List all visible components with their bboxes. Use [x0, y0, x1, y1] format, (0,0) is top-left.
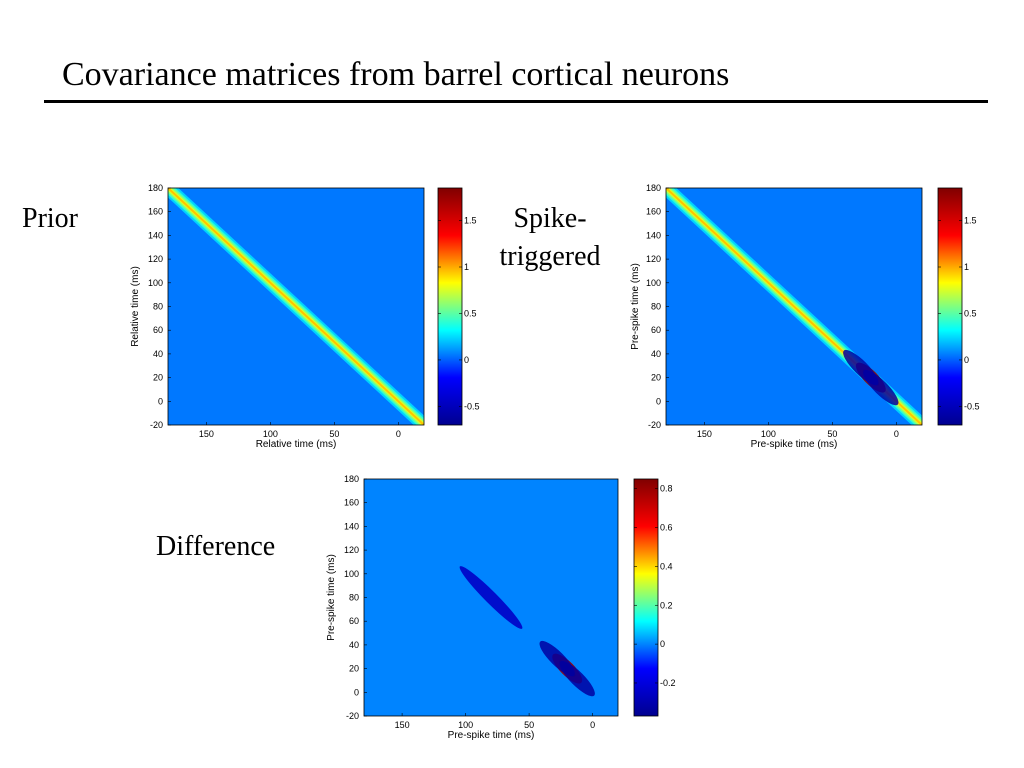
- side-dip-lobe: [843, 349, 879, 386]
- colorbar-tick-label: 0.5: [964, 308, 977, 318]
- y-tick-label: 0: [656, 396, 661, 406]
- colorbar-tick-label: 1.5: [464, 216, 477, 226]
- y-tick-label: 180: [344, 474, 359, 484]
- colorbar: 1.5 1 0.5 0 -0.5: [437, 187, 480, 426]
- y-tick-label: 20: [651, 373, 661, 383]
- y-tick-label: 40: [651, 349, 661, 359]
- colorbar-gradient: [937, 187, 963, 426]
- label-difference: Difference: [156, 531, 276, 562]
- diagonal-band: [168, 188, 424, 425]
- x-tick-label: 50: [827, 429, 837, 439]
- heatmap-spike-triggered: 180 160 140 120 100 80 60 40 20 0 -20 150 100 50 0 Pre-…: [630, 183, 980, 450]
- y-tick-label: -20: [150, 420, 163, 430]
- x-axis-label: Pre-spike time (ms): [448, 730, 535, 741]
- y-tick-label: -20: [346, 711, 359, 721]
- colorbar: 0.8 0.6 0.4 0.2 0 -0.2: [633, 478, 676, 717]
- side-dip-lobe: [539, 640, 575, 677]
- colorbar-tick-label: 0: [660, 639, 665, 649]
- x-tick-label: 150: [395, 720, 410, 730]
- y-tick-label: 60: [651, 325, 661, 335]
- x-tick-label: 100: [458, 720, 473, 730]
- heatmap-prior: 180 160 140 120 100 80 60 40 20 0 -20 150 100 50 0 Rela…: [130, 183, 480, 450]
- y-tick-label: 180: [148, 183, 163, 193]
- colorbar-tick-label: 1.5: [964, 216, 977, 226]
- y-tick-label: 100: [646, 278, 661, 288]
- y-tick-label: 40: [153, 349, 163, 359]
- y-tick-label: 80: [153, 302, 163, 312]
- label-prior: Prior: [22, 203, 78, 234]
- colorbar-tick-label: 0.5: [464, 308, 477, 318]
- colorbar-tick-label: 0.2: [660, 600, 673, 610]
- colorbar-tick-label: 1: [964, 262, 969, 272]
- colorbar-tick-label: 1: [464, 262, 469, 272]
- colorbar-gradient: [633, 478, 659, 717]
- colorbar-tick-label: 0.6: [660, 523, 673, 533]
- y-tick-label: 60: [153, 325, 163, 335]
- y-tick-label: 0: [354, 687, 359, 697]
- colorbar-tick-label: 0.8: [660, 484, 673, 494]
- heatmap-difference: 180 160 140 120 100 80 60 40 20 0 -20 150 100 50 0 Pre-…: [326, 474, 676, 741]
- y-tick-label: 180: [646, 183, 661, 193]
- label-spike-line2: triggered: [499, 241, 601, 272]
- x-axis-label: Pre-spike time (ms): [751, 439, 838, 450]
- colorbar-tick-label: -0.5: [964, 401, 980, 411]
- label-spike-triggered: Spike- triggered: [484, 200, 616, 276]
- colorbar-tick-label: -0.5: [464, 401, 480, 411]
- y-tick-label: 160: [148, 207, 163, 217]
- x-tick-label: 0: [590, 720, 595, 730]
- diag-dip: [459, 566, 523, 629]
- x-tick-label: 150: [199, 429, 214, 439]
- x-tick-label: 150: [697, 429, 712, 439]
- y-tick-label: 80: [349, 593, 359, 603]
- colorbar-gradient: [437, 187, 463, 426]
- y-tick-label: 140: [148, 230, 163, 240]
- y-tick-label: 20: [153, 373, 163, 383]
- colorbar-tick-label: 0.4: [660, 561, 673, 571]
- y-tick-label: 120: [148, 254, 163, 264]
- y-tick-label: 60: [349, 616, 359, 626]
- y-tick-label: 120: [646, 254, 661, 264]
- y-axis-label: Pre-spike time (ms): [630, 263, 641, 350]
- y-tick-label: -20: [648, 420, 661, 430]
- colorbar-tick-label: -0.2: [660, 678, 676, 688]
- y-axis-label: Pre-spike time (ms): [326, 554, 337, 641]
- x-axis-label: Relative time (ms): [256, 439, 337, 450]
- y-tick-label: 100: [148, 278, 163, 288]
- y-tick-label: 20: [349, 664, 359, 674]
- x-tick-label: 100: [263, 429, 278, 439]
- y-tick-label: 160: [646, 207, 661, 217]
- label-spike-line1: Spike-: [513, 203, 587, 234]
- y-tick-label: 160: [344, 498, 359, 508]
- x-tick-label: 0: [396, 429, 401, 439]
- y-axis-label: Relative time (ms): [130, 266, 141, 347]
- x-tick-label: 100: [761, 429, 776, 439]
- y-tick-label: 120: [344, 545, 359, 555]
- y-tick-label: 80: [651, 302, 661, 312]
- colorbar-tick-label: 0: [964, 355, 969, 365]
- y-tick-label: 140: [646, 230, 661, 240]
- y-tick-label: 40: [349, 640, 359, 650]
- x-tick-label: 50: [329, 429, 339, 439]
- colorbar-tick-label: 0: [464, 355, 469, 365]
- y-tick-label: 140: [344, 521, 359, 531]
- x-tick-label: 0: [894, 429, 899, 439]
- colorbar: 1.5 1 0.5 0 -0.5: [937, 187, 980, 426]
- y-tick-label: 0: [158, 396, 163, 406]
- title-underline: [44, 100, 988, 103]
- x-tick-label: 50: [524, 720, 534, 730]
- y-tick-label: 100: [344, 569, 359, 579]
- slide-title: Covariance matrices from barrel cortical…: [62, 56, 730, 93]
